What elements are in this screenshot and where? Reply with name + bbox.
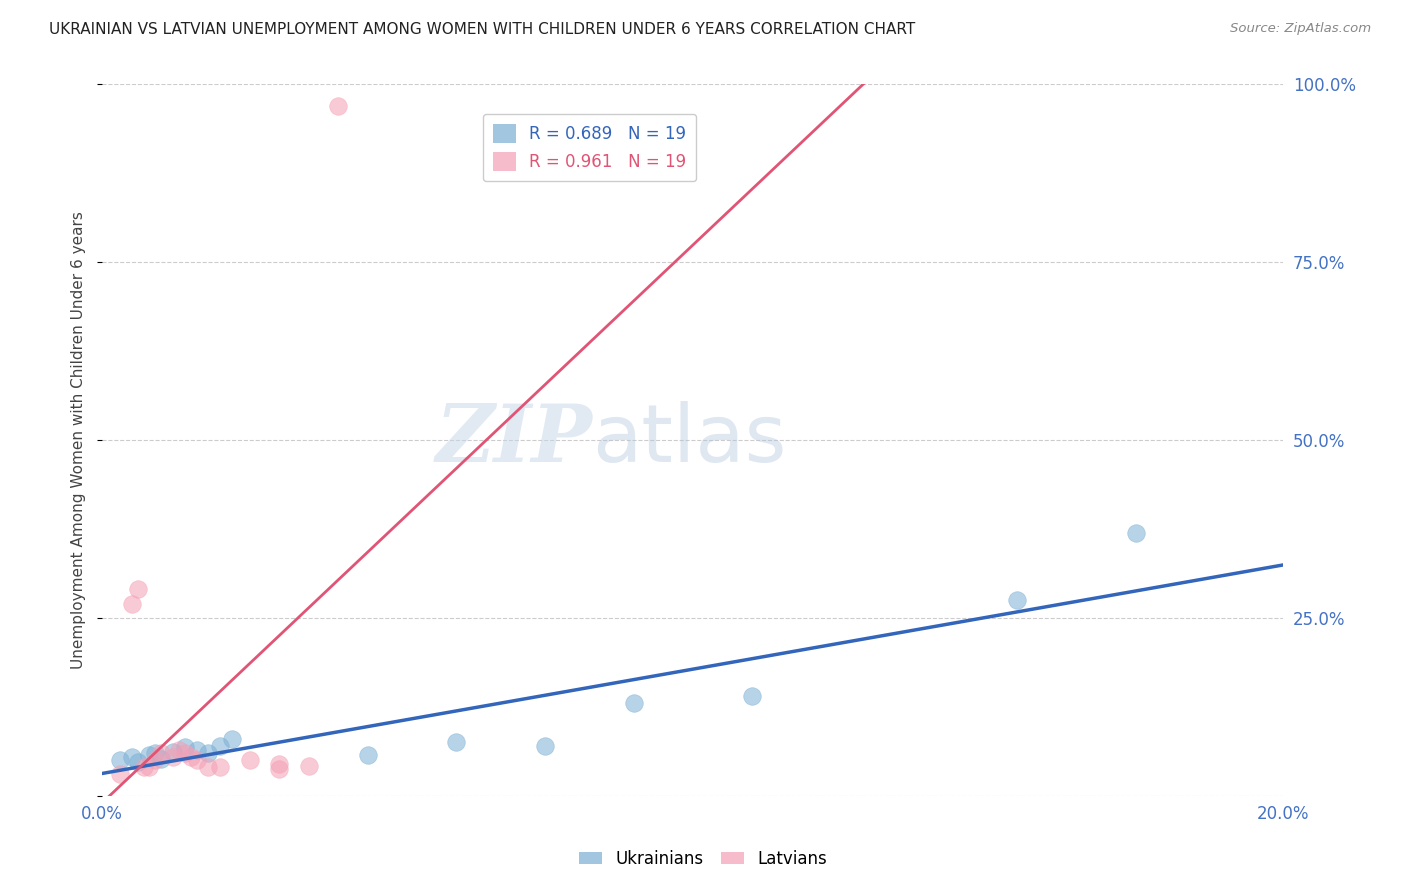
Point bbox=[357, 747, 380, 762]
Point bbox=[1007, 593, 1029, 607]
Text: UKRAINIAN VS LATVIAN UNEMPLOYMENT AMONG WOMEN WITH CHILDREN UNDER 6 YEARS CORREL: UKRAINIAN VS LATVIAN UNEMPLOYMENT AMONG … bbox=[49, 22, 915, 37]
Point bbox=[269, 762, 291, 776]
Point bbox=[534, 739, 557, 753]
Text: atlas: atlas bbox=[592, 401, 787, 479]
Point bbox=[150, 746, 173, 760]
Point bbox=[121, 749, 143, 764]
Point bbox=[162, 749, 184, 764]
Point bbox=[446, 735, 468, 749]
Point bbox=[186, 753, 208, 767]
Text: ZIP: ZIP bbox=[436, 401, 592, 479]
Point bbox=[150, 752, 173, 766]
Point bbox=[186, 742, 208, 756]
Y-axis label: Unemployment Among Women with Children Under 6 years: Unemployment Among Women with Children U… bbox=[72, 211, 86, 669]
Point bbox=[127, 755, 149, 769]
Point bbox=[143, 753, 166, 767]
Point bbox=[197, 760, 219, 774]
Point bbox=[138, 760, 160, 774]
Point bbox=[1125, 525, 1147, 540]
Point bbox=[138, 747, 160, 762]
Point bbox=[132, 760, 155, 774]
Point bbox=[143, 746, 166, 760]
Legend: Ukrainians, Latvians: Ukrainians, Latvians bbox=[572, 844, 834, 875]
Point bbox=[121, 597, 143, 611]
Point bbox=[221, 731, 243, 746]
Point bbox=[108, 753, 131, 767]
Legend: R = 0.689   N = 19, R = 0.961   N = 19: R = 0.689 N = 19, R = 0.961 N = 19 bbox=[482, 114, 696, 181]
Point bbox=[108, 767, 131, 781]
Point bbox=[298, 759, 321, 773]
Point bbox=[269, 756, 291, 771]
Point bbox=[197, 746, 219, 760]
Point bbox=[209, 760, 232, 774]
Point bbox=[209, 739, 232, 753]
Point bbox=[328, 99, 350, 113]
Point bbox=[173, 746, 195, 760]
Point bbox=[173, 740, 195, 755]
Point bbox=[162, 745, 184, 759]
Point bbox=[127, 582, 149, 597]
Point bbox=[623, 696, 645, 710]
Point bbox=[167, 742, 190, 756]
Point bbox=[239, 753, 262, 767]
Point bbox=[180, 749, 202, 764]
Point bbox=[741, 689, 763, 703]
Text: Source: ZipAtlas.com: Source: ZipAtlas.com bbox=[1230, 22, 1371, 36]
